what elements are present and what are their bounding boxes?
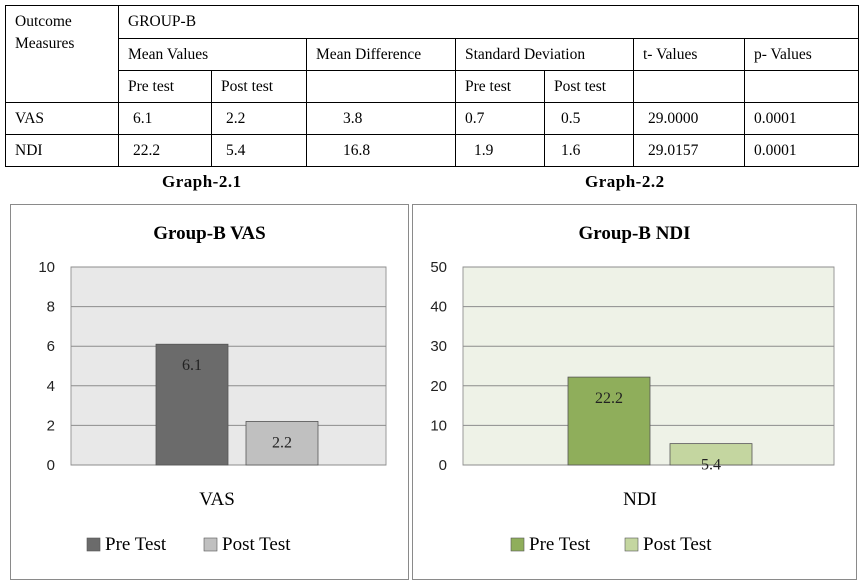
mean-post-test-header: Post test bbox=[211, 70, 307, 103]
empty-cell bbox=[633, 70, 745, 103]
data-label: 6.1 bbox=[182, 357, 202, 374]
mean-pre-cell: 22.2 bbox=[118, 134, 212, 167]
bar-pre-test bbox=[567, 376, 651, 466]
standard-deviation-header: Standard Deviation bbox=[455, 38, 634, 71]
measure-cell: VAS bbox=[5, 102, 119, 135]
data-label: 22.2 bbox=[595, 390, 623, 407]
t-values-header: t- Values bbox=[633, 38, 745, 71]
outcome-measures-header: Outcome Measures bbox=[5, 5, 119, 103]
mean-pre-cell: 6.1 bbox=[118, 102, 212, 135]
t-value-cell: 29.0157 bbox=[633, 134, 745, 167]
bar-pre-test bbox=[155, 343, 229, 466]
sd-post-cell: 0.5 bbox=[544, 102, 634, 135]
y-tick-label: 0 bbox=[439, 457, 447, 474]
chart-title: Group-B NDI bbox=[578, 223, 690, 244]
y-tick-label: 20 bbox=[430, 378, 447, 395]
mean-values-header: Mean Values bbox=[118, 38, 307, 71]
legend-swatch bbox=[203, 537, 218, 552]
legend-swatch bbox=[510, 537, 525, 552]
chart-title: Group-B VAS bbox=[153, 223, 265, 244]
vas-chart-panel: Group-B VAS 0 2 4 6 8 10 6.1 2.2 VAS Pre Test Post … bbox=[10, 204, 409, 580]
mean-post-cell: 5.4 bbox=[211, 134, 307, 167]
legend-label: Pre Test bbox=[105, 534, 167, 555]
y-tick-label: 0 bbox=[47, 457, 55, 474]
y-tick-label: 6 bbox=[47, 338, 55, 355]
y-tick-label: 10 bbox=[430, 417, 447, 434]
data-label: 2.2 bbox=[272, 434, 292, 451]
y-tick-label: 10 bbox=[38, 259, 55, 276]
p-value-cell: 0.0001 bbox=[743, 134, 860, 167]
legend-swatch bbox=[86, 537, 101, 552]
y-tick-label: 2 bbox=[47, 417, 55, 434]
sd-pre-cell: 1.9 bbox=[455, 134, 545, 167]
x-category-label: VAS bbox=[199, 489, 235, 510]
mean-post-cell: 2.2 bbox=[211, 102, 307, 135]
mean-diff-cell: 16.8 bbox=[306, 134, 456, 167]
table-row: VAS 6.1 2.2 3.8 0.7 0.5 29.0000 0.0001 bbox=[5, 102, 860, 135]
empty-cell bbox=[306, 70, 456, 103]
sd-pre-cell: 0.7 bbox=[455, 102, 545, 135]
y-tick-label: 40 bbox=[430, 299, 447, 316]
legend-swatch bbox=[624, 537, 639, 552]
graph-caption-2: Graph-2.2 bbox=[585, 172, 665, 191]
x-category-label: NDI bbox=[623, 489, 657, 510]
mean-pre-test-header: Pre test bbox=[118, 70, 212, 103]
t-value-cell: 29.0000 bbox=[633, 102, 745, 135]
mean-diff-cell: 3.8 bbox=[306, 102, 456, 135]
legend-label: Post Test bbox=[222, 534, 291, 555]
y-tick-label: 50 bbox=[430, 259, 447, 276]
graph-caption-1: Graph-2.1 bbox=[162, 172, 242, 191]
vas-bar-chart: Group-B VAS 0 2 4 6 8 10 6.1 2.2 VAS Pre Test Post … bbox=[38, 223, 387, 555]
p-value-cell: 0.0001 bbox=[743, 102, 860, 135]
y-tick-label: 4 bbox=[47, 378, 55, 395]
table-row: NDI 22.2 5.4 16.8 1.9 1.6 29.0157 0.0001 bbox=[5, 134, 860, 167]
p-values-header: p- Values bbox=[743, 38, 860, 71]
sd-post-test-header: Post test bbox=[544, 70, 634, 103]
bar-post-test bbox=[669, 443, 753, 466]
mean-difference-header: Mean Difference bbox=[306, 38, 456, 71]
group-header: GROUP-B bbox=[117, 5, 860, 39]
empty-cell bbox=[743, 70, 860, 103]
plot-area bbox=[70, 266, 387, 466]
ndi-chart-panel: Group-B NDI 0 10 20 30 40 50 22.2 5.4 NDI Pre Test… bbox=[412, 204, 857, 580]
bar-post-test bbox=[245, 421, 319, 466]
y-tick-label: 8 bbox=[47, 299, 55, 316]
y-tick-label: 30 bbox=[430, 338, 447, 355]
sd-post-cell: 1.6 bbox=[544, 134, 634, 167]
legend-label: Post Test bbox=[643, 534, 712, 555]
sd-pre-test-header: Pre test bbox=[455, 70, 545, 103]
data-label: 5.4 bbox=[701, 457, 721, 474]
ndi-bar-chart: Group-B NDI 0 10 20 30 40 50 22.2 5.4 NDI Pre Test… bbox=[430, 223, 835, 555]
measure-cell: NDI bbox=[5, 134, 119, 167]
results-table: Outcome Measures GROUP-B Mean Values Mea… bbox=[5, 5, 860, 167]
legend-label: Pre Test bbox=[529, 534, 591, 555]
